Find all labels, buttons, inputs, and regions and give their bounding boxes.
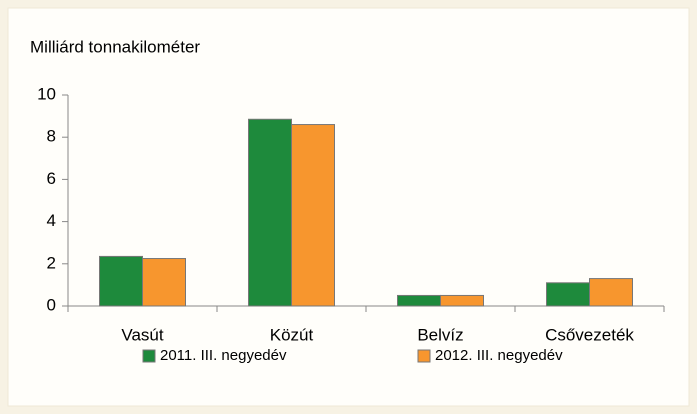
y-tick-label: 0 xyxy=(47,295,56,314)
x-tick-label: Belvíz xyxy=(417,325,463,344)
x-tick-label: Csővezeték xyxy=(545,325,634,344)
panel xyxy=(7,7,690,407)
legend-swatch xyxy=(142,349,156,363)
bar xyxy=(589,278,633,307)
y-tick-label: 2 xyxy=(47,253,56,272)
bar xyxy=(142,258,186,307)
bar xyxy=(99,255,143,307)
x-tick-label: Vasút xyxy=(121,325,163,344)
y-axis-label: Milliárd tonnakilométer xyxy=(30,37,200,56)
legend-label: 2012. III. negyedév xyxy=(435,347,563,364)
bar xyxy=(291,124,335,307)
y-tick-label: 6 xyxy=(47,169,56,188)
bar xyxy=(397,294,441,307)
legend-swatch xyxy=(417,349,431,363)
y-tick-label: 4 xyxy=(47,211,56,230)
y-tick-label: 8 xyxy=(47,127,56,146)
bar xyxy=(440,294,484,307)
legend-label: 2011. III. negyedév xyxy=(160,347,287,364)
bar xyxy=(248,118,292,307)
y-tick-label: 10 xyxy=(37,84,56,103)
x-tick-label: Közút xyxy=(270,325,314,344)
bar xyxy=(546,282,590,307)
